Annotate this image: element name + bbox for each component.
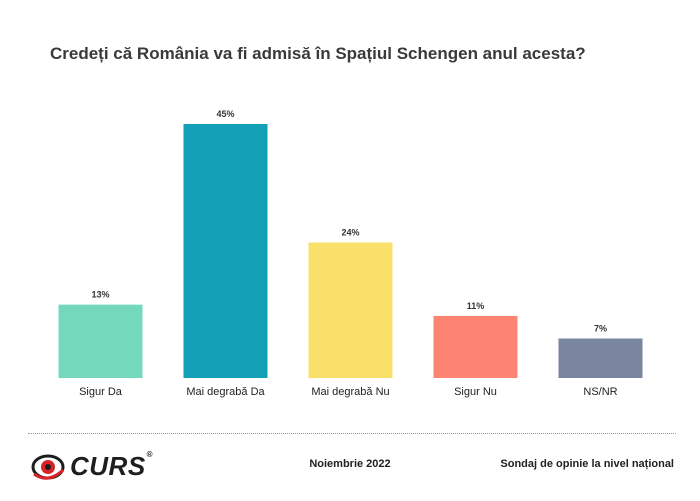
category-label-0: Sigur Da — [79, 386, 123, 398]
eye-logo-icon — [31, 454, 65, 480]
category-label-1: Mai degrabă Da — [186, 386, 265, 398]
footer-date: Noiembrie 2022 — [309, 458, 391, 470]
category-label-3: Sigur Nu — [454, 386, 497, 398]
bar-3 — [433, 315, 518, 378]
footer-divider — [28, 433, 676, 434]
value-label-0: 13% — [91, 290, 109, 300]
bar-chart: 13% Sigur Da 45% Mai degrabă Da 24% Mai degra… — [58, 109, 643, 398]
logo-text: CURS — [70, 450, 146, 481]
bar-2 — [308, 242, 393, 378]
curs-logo: CURS ® — [30, 448, 153, 484]
value-label-2: 24% — [341, 228, 359, 238]
registered-mark: ® — [146, 450, 153, 459]
chart-title: Credeți că România va fi admisă în Spați… — [50, 44, 586, 63]
bar-1 — [183, 124, 268, 378]
value-label-3: 11% — [467, 301, 485, 311]
category-label-2: Mai degrabă Nu — [311, 386, 389, 398]
footer-source: Sondaj de opinie la nivel național — [500, 458, 674, 470]
bar-4 — [558, 338, 643, 378]
value-label-1: 45% — [216, 109, 234, 119]
bar-0 — [58, 304, 143, 378]
value-label-4: 7% — [594, 323, 607, 333]
category-label-4: NS/NR — [583, 386, 617, 398]
